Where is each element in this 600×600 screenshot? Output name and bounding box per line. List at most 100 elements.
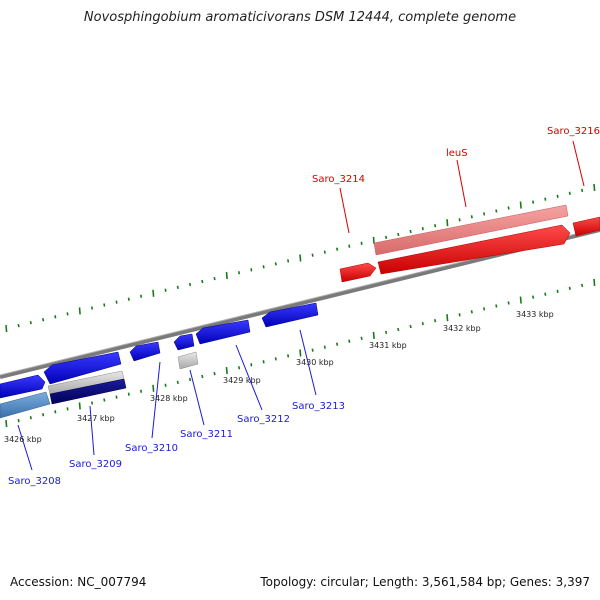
lower-tick — [176, 380, 179, 385]
lower-tick — [593, 278, 596, 286]
lower-tick — [544, 292, 547, 296]
feature-saro-3211-pseudo[interactable] — [177, 351, 199, 370]
upper-tick — [5, 325, 8, 333]
feature-saro-3216[interactable] — [572, 216, 600, 237]
upper-tick — [225, 272, 228, 280]
upper-tick — [29, 321, 32, 325]
feature-saro-3212[interactable] — [195, 319, 251, 345]
lower-tick — [483, 307, 486, 311]
upper-tick — [201, 279, 204, 284]
lower-tick — [421, 321, 424, 326]
lower-tick — [103, 398, 106, 402]
lower-tick — [519, 296, 522, 304]
lower-tick — [164, 383, 167, 387]
upper-tick — [568, 191, 571, 195]
feature-leus[interactable] — [377, 224, 571, 275]
feature-saro-3211[interactable] — [173, 333, 195, 351]
lower-tick — [568, 286, 571, 290]
upper-tick — [544, 197, 547, 201]
lower-tick — [434, 319, 437, 323]
lower-tick — [54, 410, 57, 414]
leader-saro-3211 — [189, 369, 205, 426]
gene-label-saro-3212[interactable]: Saro_3212 — [237, 414, 290, 425]
upper-tick — [287, 259, 290, 263]
upper-tick-track — [5, 183, 596, 333]
upper-tick — [213, 276, 216, 281]
upper-tick — [164, 288, 167, 292]
lower-tick — [287, 354, 290, 358]
upper-tick — [434, 224, 437, 228]
lower-tick — [348, 339, 351, 343]
lower-tick-track — [5, 278, 596, 428]
upper-tick — [176, 285, 179, 290]
lower-tick — [115, 395, 118, 399]
upper-tick — [507, 206, 510, 210]
leader-saro-3212 — [235, 344, 263, 411]
lower-tick — [91, 401, 94, 405]
lower-tick — [140, 389, 143, 393]
upper-tick — [446, 219, 449, 227]
upper-tick — [519, 201, 522, 209]
upper-tick — [409, 229, 412, 234]
upper-tick — [593, 183, 596, 191]
upper-tick — [556, 194, 559, 198]
gene-label-leus[interactable]: leuS — [446, 148, 468, 159]
upper-tick — [140, 294, 143, 298]
feature-saro-3209-navy[interactable] — [49, 378, 127, 405]
lower-tick — [581, 283, 584, 288]
upper-tick — [189, 282, 192, 287]
feature-saro-3208-blue[interactable] — [0, 374, 46, 399]
upper-tick — [115, 300, 118, 304]
feature-saro-3208-steel[interactable] — [0, 391, 51, 419]
feature-saro-3213[interactable] — [261, 302, 319, 328]
feature-saro-3210[interactable] — [129, 341, 161, 362]
upper-tick — [274, 262, 277, 266]
gene-label-saro-3209[interactable]: Saro_3209 — [69, 459, 122, 470]
upper-tick — [311, 253, 314, 257]
gene-label-saro-3208[interactable]: Saro_3208 — [8, 476, 61, 487]
lower-tick — [213, 371, 216, 376]
lower-tick — [507, 301, 510, 305]
upper-tick — [250, 268, 253, 272]
upper-tick — [385, 235, 388, 240]
lower-tick — [458, 313, 461, 317]
upper-tick — [348, 244, 351, 248]
lower-tick — [446, 314, 449, 322]
leader-saro-3214 — [339, 187, 350, 234]
upper-tick — [103, 303, 106, 307]
gene-label-saro-3211[interactable]: Saro_3211 — [180, 429, 233, 440]
gene-label-saro-3214[interactable]: Saro_3214 — [312, 174, 365, 185]
scale-label-3431: 3431 kbp — [369, 341, 407, 350]
scale-label-3429: 3429 kbp — [223, 376, 261, 385]
lower-tick — [5, 420, 8, 428]
lower-tick — [323, 345, 326, 349]
lower-tick — [66, 407, 69, 411]
feature-saro-3214[interactable] — [339, 262, 377, 283]
leader-saro-3216 — [572, 140, 585, 187]
lower-tick — [250, 363, 253, 367]
lower-tick — [29, 416, 32, 420]
upper-tick — [152, 289, 155, 297]
upper-tick — [421, 226, 424, 231]
genome-summary-text: Topology: circular; Length: 3,561,584 bp… — [260, 575, 590, 589]
lower-tick — [274, 357, 277, 361]
upper-tick — [360, 241, 363, 245]
lower-tick — [385, 330, 388, 335]
gene-label-saro-3216[interactable]: Saro_3216 — [547, 126, 600, 137]
lower-tick — [336, 342, 339, 346]
lower-tick — [201, 374, 204, 379]
upper-tick — [238, 271, 241, 275]
upper-tick — [470, 215, 473, 219]
upper-tick — [458, 218, 461, 222]
leader-leus — [456, 159, 467, 208]
scale-label-3428: 3428 kbp — [150, 394, 188, 403]
lower-tick — [360, 336, 363, 340]
scale-label-3430: 3430 kbp — [296, 358, 334, 367]
lower-tick — [238, 366, 241, 370]
gene-label-saro-3210[interactable]: Saro_3210 — [125, 443, 178, 454]
scale-label-3426: 3426 kbp — [4, 435, 42, 444]
feature-saro-3209[interactable] — [43, 351, 122, 385]
gene-label-saro-3213[interactable]: Saro_3213 — [292, 401, 345, 412]
map-title: Novosphingobium aromaticivorans DSM 1244… — [83, 10, 517, 25]
